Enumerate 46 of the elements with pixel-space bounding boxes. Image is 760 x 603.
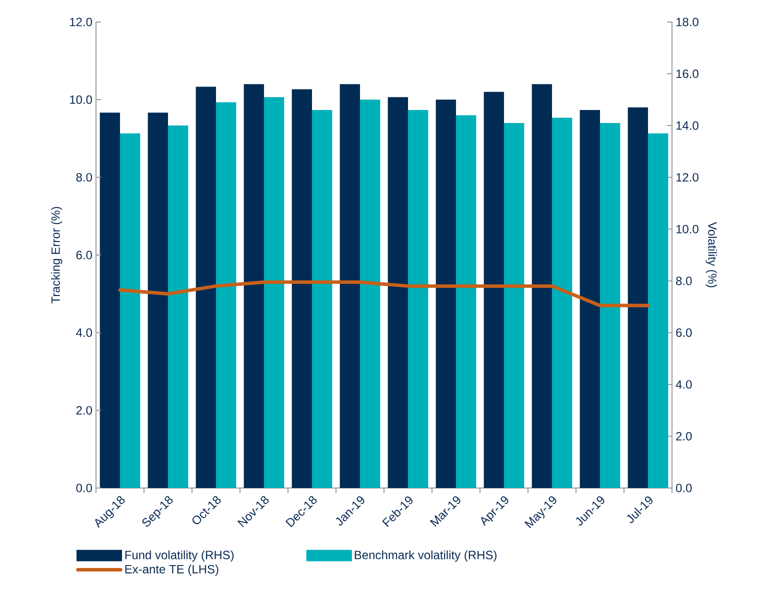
- bar: [292, 89, 312, 488]
- y-tick-label: 6.0: [76, 250, 92, 260]
- bar: [648, 133, 668, 488]
- bar: [408, 110, 428, 488]
- bar: [312, 110, 332, 488]
- bar: [360, 100, 380, 488]
- y-tick-label: 10.0: [70, 95, 92, 104]
- y2-axis-title: Volatility (%): [706, 222, 717, 288]
- legend-label: Benchmark volatility (RHS): [354, 550, 496, 562]
- bar: [120, 133, 140, 488]
- y2-tick-label: 8.0: [676, 276, 692, 286]
- y2-tick-label: 4.0: [676, 380, 692, 389]
- y2-tick-label: 18.0: [676, 18, 698, 26]
- y-axis-title: Tracking Error (%): [51, 206, 62, 304]
- y-tick-label: 4.0: [76, 328, 92, 337]
- bar: [504, 122, 524, 488]
- bar: [552, 118, 572, 488]
- y2-tick-label: 2.0: [676, 432, 692, 440]
- bar: [216, 102, 236, 488]
- bar: [600, 122, 620, 488]
- bar: [456, 115, 476, 488]
- legend-label: Ex-ante TE (LHS): [125, 564, 218, 576]
- legend-label: Fund volatility (RHS): [125, 550, 234, 562]
- bar: [628, 107, 648, 488]
- y2-tick-label: 6.0: [676, 328, 692, 337]
- bar: [340, 84, 360, 488]
- y2-tick-label: 12.0: [676, 173, 698, 182]
- bar: [244, 84, 264, 488]
- bar: [100, 112, 120, 488]
- bar: [436, 100, 456, 488]
- y2-tick-label: 0.0: [676, 484, 692, 492]
- bar: [484, 92, 504, 488]
- bar: [388, 97, 408, 488]
- bar: [148, 112, 168, 488]
- y-tick-label: 0.0: [76, 484, 92, 492]
- y-tick-label: 12.0: [70, 18, 92, 26]
- bar: [264, 97, 284, 488]
- y-tick-label: 8.0: [76, 173, 92, 182]
- y2-tick-label: 14.0: [676, 121, 698, 130]
- bar: [168, 126, 188, 488]
- y2-tick-label: 16.0: [676, 70, 698, 78]
- bar: [580, 110, 600, 488]
- bar: [196, 86, 216, 488]
- y2-tick-label: 10.0: [676, 224, 698, 234]
- bar: [532, 84, 552, 488]
- y-tick-label: 2.0: [76, 406, 92, 415]
